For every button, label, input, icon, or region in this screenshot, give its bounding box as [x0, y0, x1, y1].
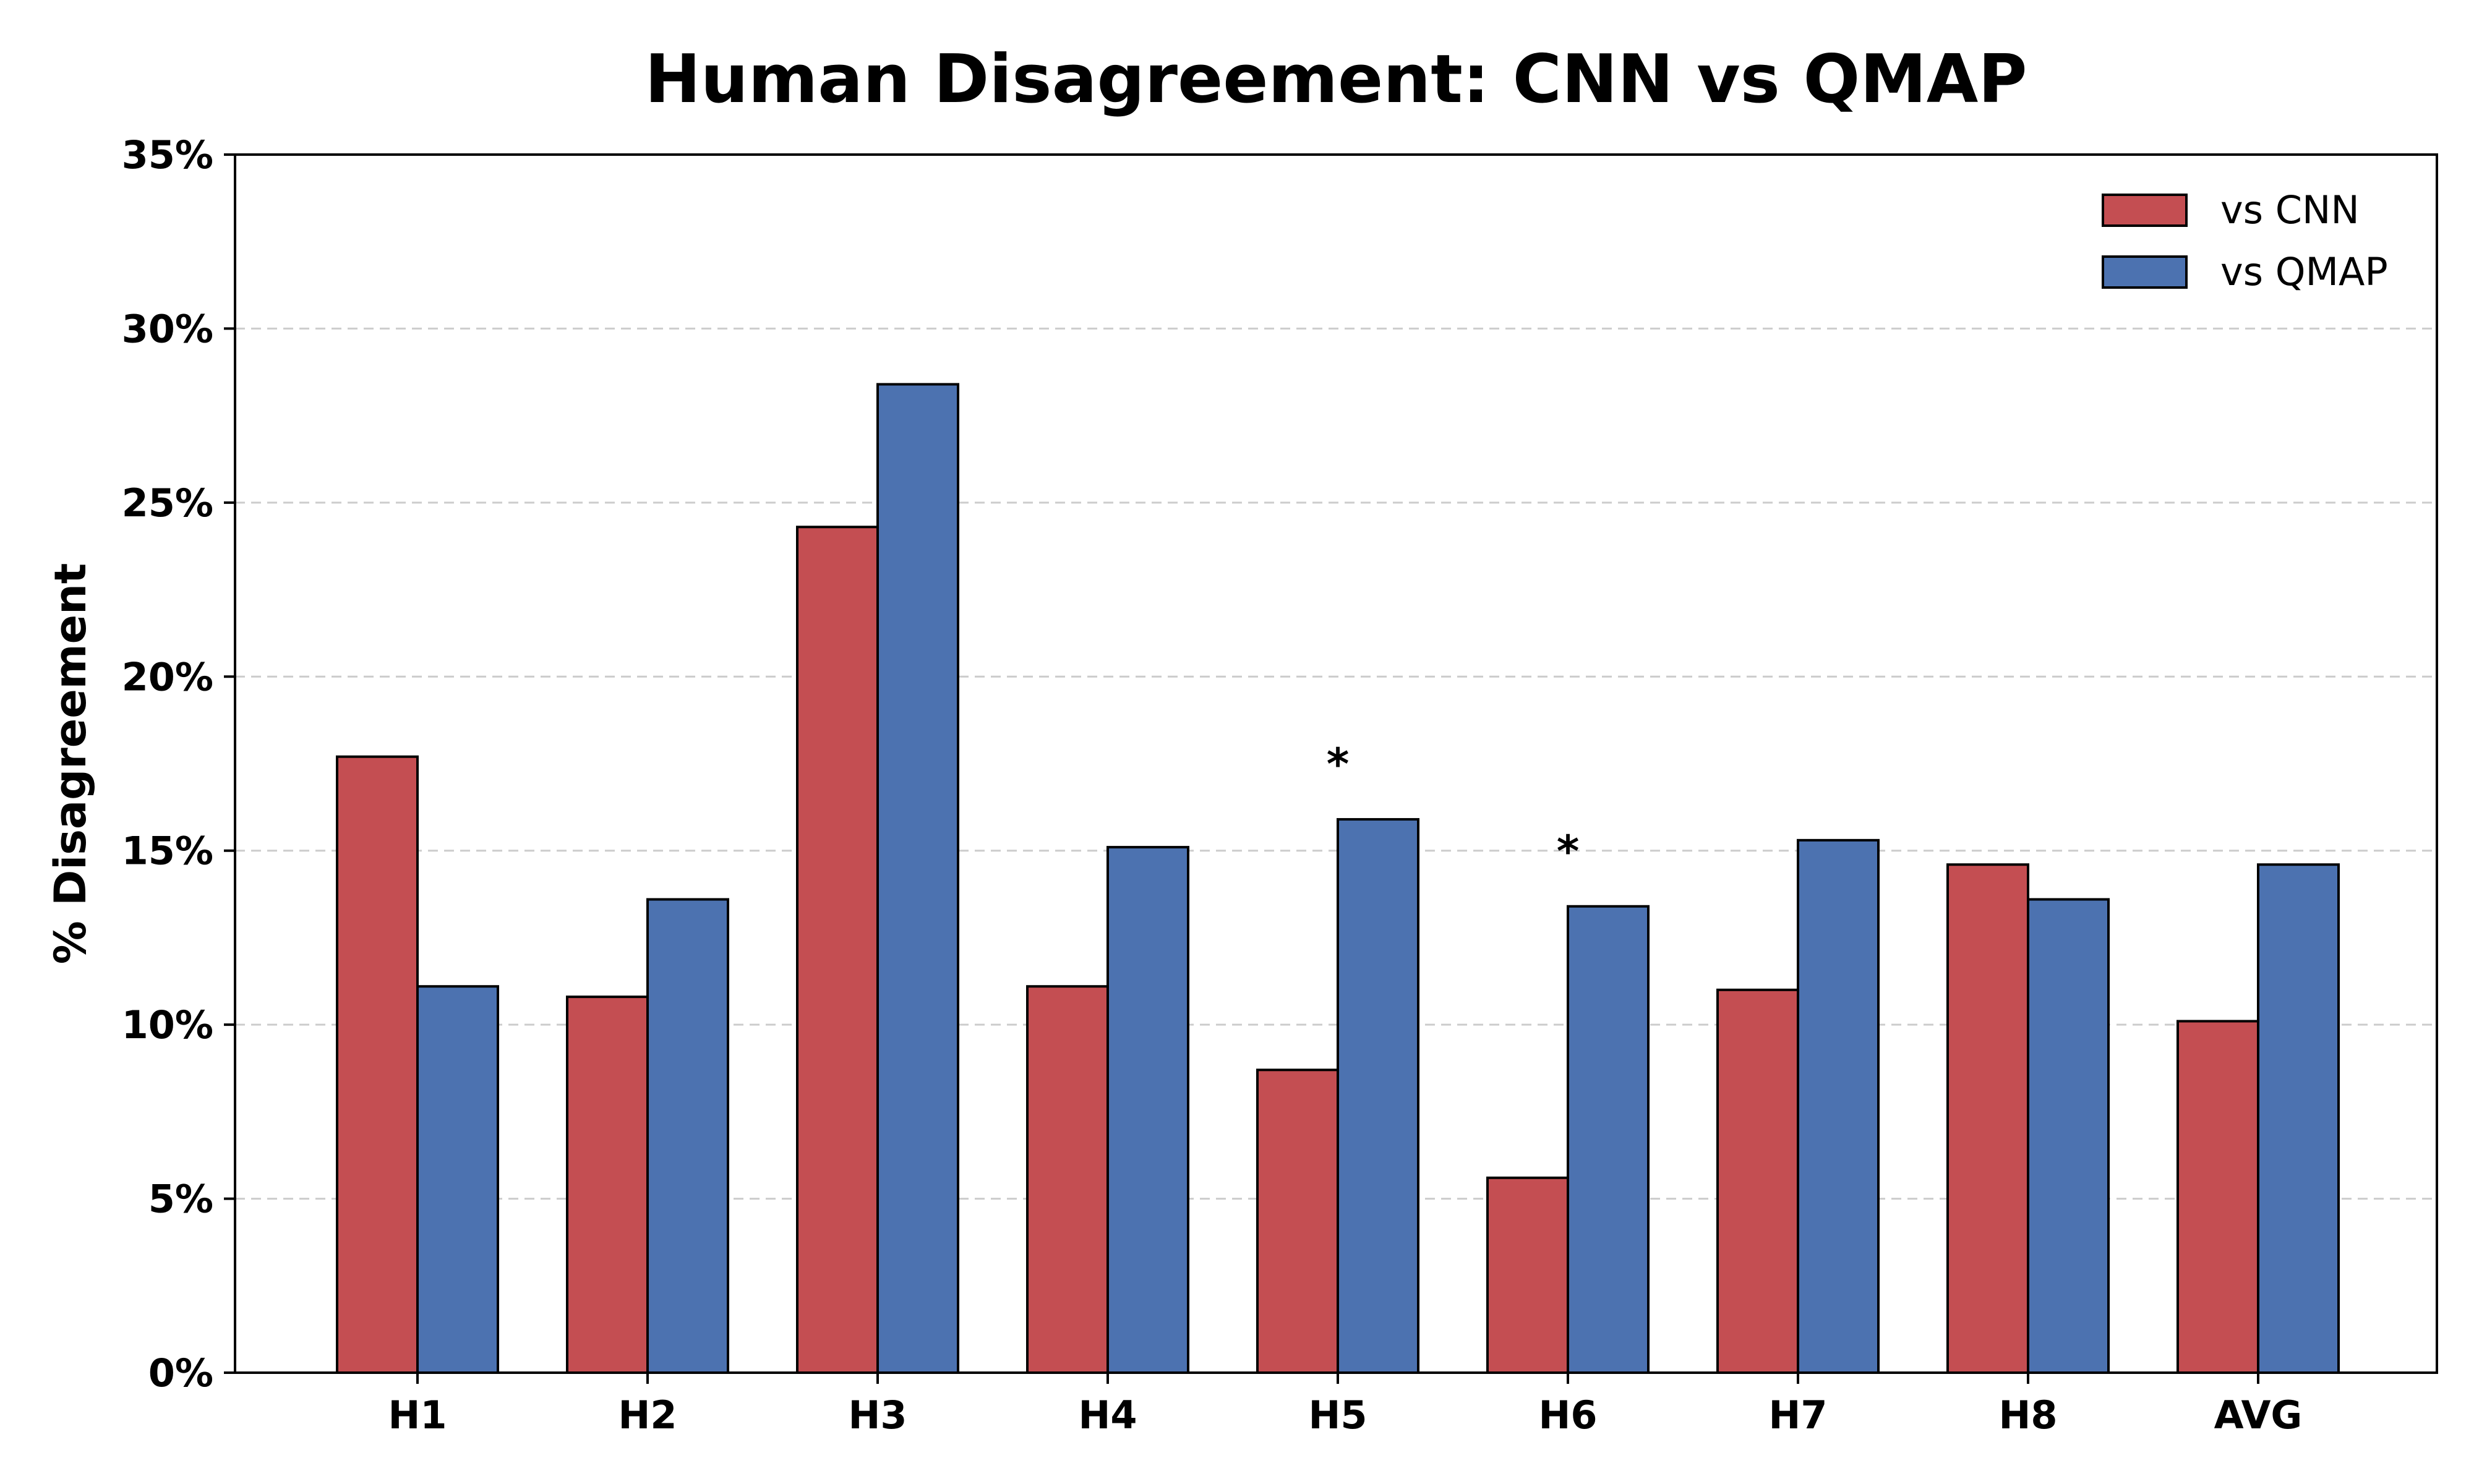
x-tick-label: H6 [1538, 1392, 1597, 1438]
bar-cnn [2177, 1020, 2259, 1374]
plot-area-frame [234, 153, 2438, 1374]
annotations: ** [1327, 739, 1580, 877]
bar-cnn [1256, 1068, 1339, 1375]
bar-cnn [1486, 1176, 1569, 1375]
bar-qmap [1567, 905, 1650, 1375]
bar-cnn [1026, 985, 1109, 1374]
x-tick-label: H3 [848, 1392, 907, 1438]
bar-qmap [2257, 863, 2340, 1374]
x-tick-label: AVG [2214, 1392, 2303, 1438]
chart-title: Human Disagreement: CNN vs QMAP [644, 41, 2027, 118]
bar-cnn [1716, 988, 1799, 1375]
legend-label: vs QMAP [2220, 249, 2388, 294]
y-tick-label: 35% [122, 132, 213, 177]
y-tick-label: 30% [122, 306, 213, 351]
bar-cnn [1946, 863, 2029, 1374]
bar-qmap [1106, 846, 1189, 1374]
x-tick-label: H4 [1078, 1392, 1137, 1438]
significance-marker: * [1327, 739, 1350, 790]
bar-cnn [796, 526, 879, 1374]
y-axis-ticks: 0% 5% 10% 15% 20% 25% 30% 35% [122, 132, 235, 1396]
legend: vs CNN vs QMAP [2102, 187, 2388, 294]
bar-qmap [1337, 818, 1419, 1374]
legend-swatch [2102, 255, 2188, 289]
bar-qmap [1797, 838, 1880, 1375]
y-tick-label: 10% [122, 1002, 213, 1047]
bar-qmap [2027, 898, 2110, 1374]
x-tick-label: H5 [1308, 1392, 1367, 1438]
bars [336, 383, 2340, 1375]
legend-swatch [2102, 194, 2188, 227]
x-tick-label: H7 [1768, 1392, 1827, 1438]
bar-cnn [566, 996, 649, 1374]
x-tick-label: H2 [618, 1392, 677, 1438]
y-tick-label: 5% [148, 1177, 213, 1222]
bar-qmap [646, 898, 729, 1374]
bar-qmap [876, 383, 959, 1374]
y-tick-label: 20% [122, 654, 213, 699]
y-tick-label: 0% [148, 1350, 213, 1396]
bar-cnn [336, 755, 419, 1374]
y-tick-label: 15% [122, 829, 213, 874]
significance-marker: * [1557, 826, 1580, 877]
y-axis-label: % Disagreement [45, 563, 96, 965]
x-axis-ticks: H1 H2 H3 H4 H5 H6 H7 H8 AVG [388, 1373, 2302, 1438]
x-tick-label: H1 [388, 1392, 447, 1438]
bar-qmap [416, 985, 499, 1374]
legend-label: vs CNN [2220, 187, 2360, 232]
x-tick-label: H8 [1998, 1392, 2057, 1438]
y-tick-label: 25% [122, 480, 213, 526]
